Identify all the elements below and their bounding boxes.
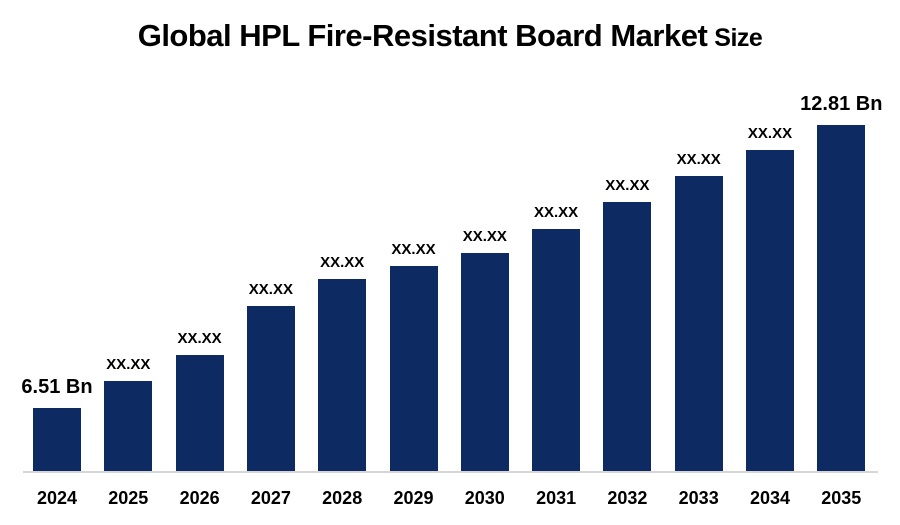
bar-value-label-2033: XX.XX: [676, 151, 721, 168]
bar-value-label-2035: 12.81 Bn: [800, 93, 883, 115]
bar-value-label-2024: 6.51 Bn: [21, 376, 93, 398]
x-axis-label-2035: 2035: [821, 488, 862, 508]
x-axis-label-2030: 2030: [464, 488, 505, 508]
x-axis-label-2029: 2029: [393, 488, 434, 508]
x-axis-label-2025: 2025: [108, 488, 149, 508]
x-axis-label-2026: 2026: [179, 488, 220, 508]
bar-value-label-2025: XX.XX: [106, 356, 151, 373]
chart-title: Global HPL Fire-Resistant Board Market Si…: [0, 18, 900, 54]
x-axis-label-2032: 2032: [607, 488, 648, 508]
bar-2025: [104, 381, 153, 471]
bar-value-label-2034: XX.XX: [747, 125, 793, 142]
bar-value-label-2029: XX.XX: [391, 241, 436, 258]
bar-value-label-2028: XX.XX: [320, 254, 365, 271]
bar-2024: [33, 408, 81, 471]
x-axis-label-2033: 2033: [678, 488, 719, 508]
x-axis-line: [23, 471, 878, 473]
bar-2033: [674, 176, 723, 471]
x-axis-label-2027: 2027: [250, 488, 291, 508]
bar-2031: [532, 229, 581, 471]
x-axis-label-2024: 2024: [36, 488, 78, 508]
bar-2034: [746, 150, 794, 471]
bar-value-label-2027: XX.XX: [248, 281, 293, 298]
x-axis-label-2034: 2034: [749, 488, 791, 508]
x-axis-label-2031: 2031: [536, 488, 577, 508]
bar-2026: [175, 355, 224, 471]
bar-value-label-2032: XX.XX: [605, 177, 650, 194]
bar-2032: [603, 202, 652, 471]
chart-title-main: Global HPL Fire-Resistant Board Market: [137, 18, 708, 53]
x-axis-label-2028: 2028: [322, 488, 363, 508]
bar-value-label-2031: XX.XX: [534, 204, 579, 221]
bar-2035: [817, 125, 866, 471]
bar-2029: [389, 266, 438, 471]
bar-2028: [318, 279, 367, 471]
bar-2030: [460, 253, 509, 471]
bar-2027: [246, 306, 295, 471]
bar-value-label-2030: XX.XX: [462, 228, 507, 245]
chart-title-suffix: Size: [714, 24, 763, 52]
bar-value-label-2026: XX.XX: [177, 330, 222, 347]
